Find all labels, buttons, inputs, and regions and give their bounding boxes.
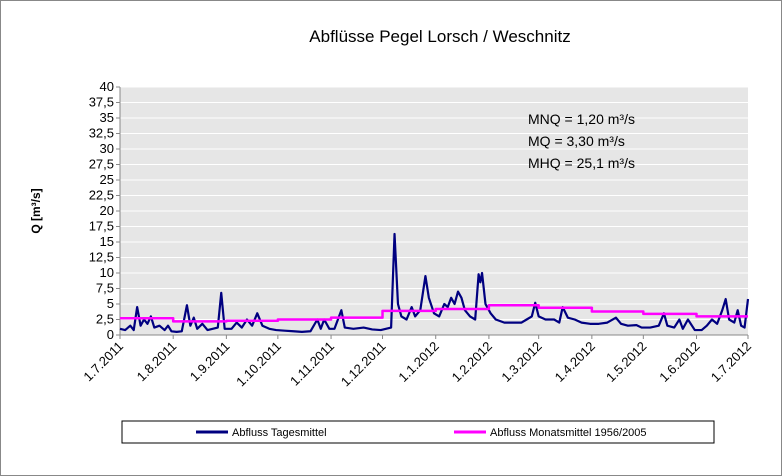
annotation: MNQ = 1,20 m³/s — [528, 111, 635, 127]
y-tick-label: 0 — [107, 327, 114, 342]
y-axis-label: Q [m³/s] — [29, 188, 43, 233]
y-tick-label: 20 — [100, 203, 114, 218]
y-tick-label: 30 — [100, 141, 114, 156]
y-tick-label: 35 — [100, 110, 114, 125]
chart-title: Abflüsse Pegel Lorsch / Weschnitz — [309, 27, 570, 46]
y-tick-label: 25 — [100, 172, 114, 187]
series-line — [120, 303, 748, 323]
series-line — [119, 232, 750, 333]
y-tick-label: 40 — [100, 79, 114, 94]
y-tick-label: 22,5 — [89, 188, 114, 203]
legend-label: Abfluss Tagesmittel — [232, 427, 327, 439]
y-tick-label: 10 — [100, 265, 114, 280]
y-tick-label: 17,5 — [89, 219, 114, 234]
y-tick-label: 32,5 — [89, 126, 114, 141]
y-tick-label: 12,5 — [89, 250, 114, 265]
y-tick-label: 5 — [107, 296, 114, 311]
annotation: MQ = 3,30 m³/s — [528, 133, 625, 149]
y-tick-label: 37,5 — [89, 95, 114, 110]
legend-box — [121, 420, 715, 444]
legend-label: Abfluss Monatsmittel 1956/2005 — [490, 427, 647, 439]
y-tick-label: 15 — [100, 234, 114, 249]
y-tick-label: 2,5 — [96, 312, 114, 327]
y-tick-label: 27,5 — [89, 157, 114, 172]
y-tick-label: 7,5 — [96, 281, 114, 296]
annotation: MHQ = 25,1 m³/s — [528, 155, 635, 171]
